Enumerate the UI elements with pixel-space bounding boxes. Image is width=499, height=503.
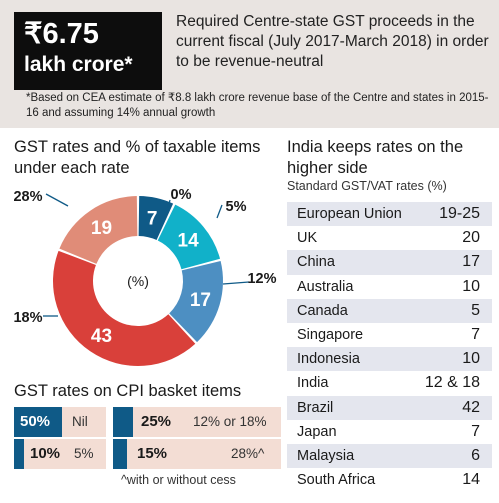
donut-slice-5	[157, 204, 221, 270]
donut-slice-value: 17	[190, 290, 211, 311]
country-name: Australia	[297, 278, 354, 295]
headline-unit: lakh crore*	[24, 53, 133, 76]
cpi-item-5: 10% 5%	[14, 439, 106, 469]
table-row: Australia 10	[287, 275, 492, 299]
cpi-item-pct: 15%	[137, 445, 168, 462]
country-name: European Union	[297, 206, 402, 222]
donut-slice-value: 14	[178, 231, 200, 252]
country-name: India	[297, 375, 329, 392]
donut-slice-28	[59, 196, 138, 264]
country-rate: 10	[462, 350, 480, 368]
country-rate: 7	[471, 422, 480, 440]
table-row: South Africa 14	[287, 468, 492, 492]
country-name: Malaysia	[297, 447, 355, 464]
country-name: UK	[297, 230, 318, 247]
table-row: Brazil 42	[287, 395, 492, 420]
cpi-item-12-or-18: 25% 12% or 18%	[113, 407, 281, 437]
donut-leader-line	[222, 281, 250, 285]
country-name: Brazil	[297, 399, 334, 416]
donut-leader-line	[216, 204, 223, 219]
donut-category-label: 0%	[171, 187, 192, 203]
headline-amount-box: ₹6.75 lakh crore*	[14, 12, 162, 90]
table-row: Japan 7	[287, 420, 492, 444]
country-name: Indonesia	[297, 351, 360, 368]
donut-leader-line	[45, 193, 69, 207]
donut-slice-12	[169, 261, 224, 343]
table-row: Canada 5	[287, 298, 492, 323]
country-rate: 14	[462, 471, 480, 489]
headline-description: Required Centre-state GST proceeds in th…	[176, 13, 489, 70]
country-name: Canada	[297, 302, 348, 319]
cpi-item-label: Nil	[72, 414, 88, 429]
country-name: China	[297, 254, 335, 271]
country-rate: 17	[462, 253, 480, 271]
table-row: China 17	[287, 250, 492, 275]
cpi-item-label: 5%	[74, 446, 94, 461]
country-rate: 5	[471, 301, 480, 319]
headline-amount: ₹6.75	[24, 18, 99, 50]
cpi-rate-tag	[113, 439, 127, 469]
table-row: Malaysia 6	[287, 443, 492, 469]
cpi-item-nil: 50% Nil	[14, 407, 106, 437]
cpi-section-title: GST rates on CPI basket items	[14, 382, 242, 400]
cpi-rate-tag	[14, 439, 24, 469]
donut-slice-0	[138, 196, 174, 241]
cpi-item-pct: 25%	[141, 413, 172, 430]
cpi-item-label: 28%^	[231, 446, 265, 461]
country-rate: 7	[471, 325, 480, 343]
cpi-item-28: 15% 28%^	[113, 439, 281, 469]
country-name: Japan	[297, 423, 337, 440]
table-row: Indonesia 10	[287, 347, 492, 372]
country-table-subtitle: Standard GST/VAT rates (%)	[287, 179, 447, 193]
gst-rate-donut-chart: 7 0% 14 5% 17 12% 43 18% 19 28% (%)	[13, 187, 277, 366]
donut-chart-title: GST rates and % of taxable items under e…	[14, 138, 261, 177]
donut-slice-18	[53, 250, 196, 366]
country-table-title: India keeps rates on the higher side	[287, 138, 464, 177]
donut-center-label: (%)	[127, 273, 149, 289]
donut-category-label: 12%	[247, 271, 276, 287]
cpi-item-label: 12% or 18%	[193, 414, 267, 429]
country-rate: 20	[462, 229, 480, 247]
country-rate: 10	[462, 277, 480, 295]
donut-slice-value: 19	[91, 218, 112, 239]
donut-category-label: 5%	[226, 199, 247, 215]
country-rate-table: European Union 19-25 UK 20 China 17 Australia 1…	[287, 202, 492, 492]
headline-footnote: *Based on CEA estimate of ₹8.8 lakh cror…	[26, 92, 489, 119]
country-rate: 12 & 18	[424, 374, 480, 392]
donut-slice-value: 7	[147, 209, 158, 230]
cpi-item-pct: 50%	[20, 413, 51, 430]
donut-slice-value: 43	[91, 326, 112, 347]
country-rate: 19-25	[439, 205, 480, 222]
country-name: South Africa	[297, 472, 376, 489]
table-row: Singapore 7	[287, 323, 492, 347]
country-rate: 6	[471, 446, 480, 464]
table-row: European Union 19-25	[287, 202, 492, 227]
cpi-item-pct: 10%	[30, 445, 61, 462]
cpi-rate-tag	[113, 407, 133, 437]
donut-leader-line	[167, 199, 171, 209]
table-row: UK 20	[287, 226, 492, 250]
country-name: Singapore	[297, 326, 364, 343]
donut-category-label: 18%	[13, 310, 42, 326]
cpi-rate-tag	[14, 407, 62, 437]
country-rate: 42	[462, 398, 480, 416]
donut-category-label: 28%	[13, 189, 42, 205]
table-row: India 12 & 18	[287, 371, 492, 395]
cpi-footnote: ^with or without cess	[121, 473, 236, 487]
